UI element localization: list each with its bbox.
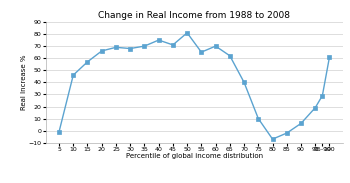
Y-axis label: Real Increase %: Real Increase %: [21, 55, 27, 110]
X-axis label: Percentile of global income distribution: Percentile of global income distribution: [126, 153, 263, 159]
Title: Change in Real Income from 1988 to 2008: Change in Real Income from 1988 to 2008: [98, 11, 290, 20]
